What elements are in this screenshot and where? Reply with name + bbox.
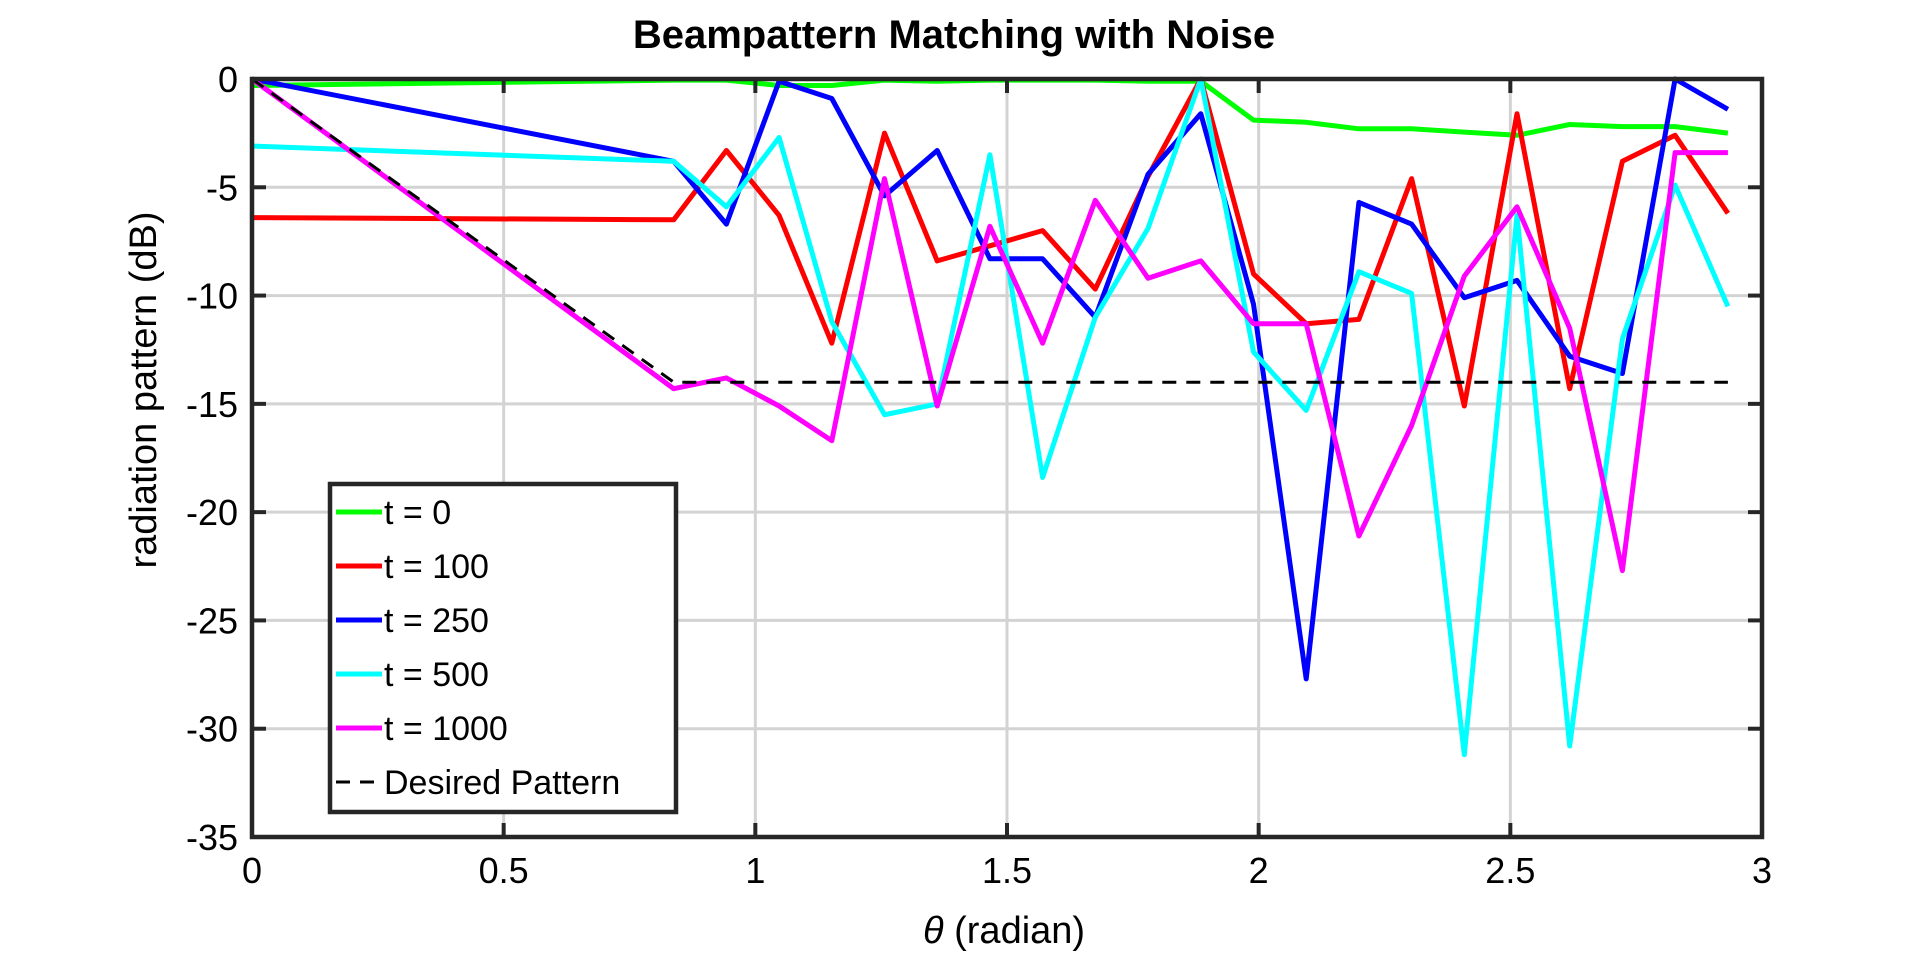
- legend-label-4: t = 500: [384, 656, 489, 694]
- legend-label-6: Desired Pattern: [384, 764, 620, 802]
- series-line-2: [251, 76, 1730, 409]
- y-tick-label: -5: [206, 167, 238, 208]
- x-tick-label: 2.5: [1485, 850, 1535, 891]
- x-tick-label: 1.5: [982, 850, 1032, 891]
- x-axis-label-text: (radian): [944, 910, 1086, 952]
- x-axis-label: θ (radian): [923, 910, 1085, 952]
- x-tick-label: 0: [242, 850, 262, 891]
- x-tick-label: 3: [1752, 850, 1772, 891]
- y-tick-label: -25: [186, 600, 238, 641]
- axes: [249, 76, 1765, 840]
- y-tick-label: -15: [186, 384, 238, 425]
- y-tick-label: -30: [186, 709, 238, 750]
- series-line-3: [251, 76, 1730, 682]
- y-tick-label: 0: [218, 59, 238, 100]
- y-tick-label: -10: [186, 276, 238, 317]
- x-tick-label: 2: [1249, 850, 1269, 891]
- legend-label-5: t = 1000: [384, 710, 508, 748]
- legend-label-1: t = 0: [384, 494, 451, 532]
- legend-label-2: t = 100: [384, 548, 489, 586]
- x-axis-label-symbol: θ: [923, 910, 944, 952]
- series-line-6: [251, 77, 1728, 384]
- series-line-5: [250, 76, 1728, 574]
- legend: t = 0 t = 100 t = 250 t = 500 t = 1000 Desire…: [327, 481, 679, 815]
- series-line-4: [251, 76, 1731, 758]
- data-series: [250, 76, 1731, 758]
- y-axis-label: radiation pattern (dB): [123, 212, 165, 569]
- tick-labels: 0 0.5 1 1.5 2 2.5 3 0 -5 -10 -15 -20 -25 -30 -35: [186, 59, 1772, 891]
- x-tick-label: 0.5: [479, 850, 529, 891]
- legend-label-3: t = 250: [384, 602, 489, 640]
- y-tick-label: -35: [186, 817, 238, 858]
- legend-box: [327, 481, 679, 815]
- x-tick-label: 1: [745, 850, 765, 891]
- y-tick-label: -20: [186, 492, 238, 533]
- chart-title: Beampattern Matching with Noise: [633, 13, 1275, 57]
